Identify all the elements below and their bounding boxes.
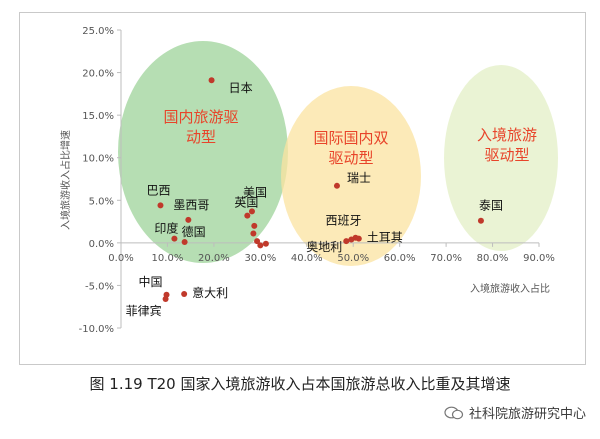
point-label: 美国 xyxy=(243,185,267,199)
x-tick-label: 10.0% xyxy=(152,253,184,264)
group-ellipse-3 xyxy=(444,65,558,251)
figure-caption: 图 1.19 T20 国家入境旅游收入占本国旅游总收入比重及其增速 xyxy=(89,375,511,393)
point-label: 英国 xyxy=(234,196,258,210)
point-label: 印度 xyxy=(154,221,178,236)
data-point xyxy=(208,77,215,84)
data-point xyxy=(477,217,484,224)
y-tick-label: 0.0% xyxy=(89,239,114,250)
data-point xyxy=(355,235,362,242)
point-label: 瑞士 xyxy=(347,171,371,185)
point-label: 泰国 xyxy=(479,199,503,213)
x-tick-label: 90.0% xyxy=(523,253,555,264)
y-tick-label: 20.0% xyxy=(82,69,114,80)
x-tick-label: 20.0% xyxy=(198,253,230,264)
group-label: 入境旅游 xyxy=(477,126,537,144)
y-axis-title: 入境旅游收入占比增速 xyxy=(59,130,72,230)
data-point xyxy=(185,216,192,223)
data-point xyxy=(262,240,269,247)
point-label: 中国 xyxy=(139,274,163,289)
point-label: 土耳其 xyxy=(367,231,403,245)
group-label: 动型 xyxy=(186,128,216,146)
data-point xyxy=(251,222,258,229)
group-label: 驱动型 xyxy=(328,149,373,167)
x-axis-title: 入境旅游收入占比 xyxy=(470,282,550,295)
watermark-text: 社科院旅游研究中心 xyxy=(468,407,586,422)
y-tick-label: 10.0% xyxy=(82,154,114,165)
wechat-icon xyxy=(444,406,464,419)
data-point xyxy=(343,238,350,245)
data-point xyxy=(157,202,164,209)
data-point xyxy=(181,290,188,297)
x-tick-label: 60.0% xyxy=(384,253,416,264)
data-point xyxy=(171,235,178,242)
y-tick-label: 15.0% xyxy=(82,111,114,122)
y-tick-label: -5.0% xyxy=(85,281,114,292)
group-label: 驱动型 xyxy=(484,146,529,164)
group-ellipse-2 xyxy=(281,86,421,266)
data-point xyxy=(181,239,188,246)
point-label: 奥地利 xyxy=(306,240,342,254)
data-point xyxy=(248,208,255,215)
x-tick-label: 80.0% xyxy=(477,253,509,264)
data-point xyxy=(257,242,264,249)
chart-frame: 国内旅游驱动型 国际国内双驱动型 入境旅游驱动型 25.0% 20.0% 15.0% 10… xyxy=(19,12,586,365)
point-label: 日本 xyxy=(229,81,253,95)
data-point xyxy=(348,236,355,243)
point-label: 意大利 xyxy=(192,285,228,300)
y-tick-label: 5.0% xyxy=(89,196,114,207)
y-tick-label: -10.0% xyxy=(79,324,114,335)
y-tick-label: 25.0% xyxy=(82,26,114,37)
data-point xyxy=(250,230,257,237)
x-tick-label: 0.0% xyxy=(108,253,133,264)
point-label: 墨西哥 xyxy=(173,198,209,212)
point-label: 巴西 xyxy=(146,183,170,197)
watermark: 社科院旅游研究中心 xyxy=(444,403,586,422)
point-label: 西班牙 xyxy=(326,214,362,228)
x-tick-label: 50.0% xyxy=(337,253,369,264)
x-tick-label: 40.0% xyxy=(291,253,323,264)
data-point xyxy=(162,296,169,303)
data-point xyxy=(244,212,251,219)
group-label: 国际国内双 xyxy=(313,129,388,147)
x-tick-label: 70.0% xyxy=(430,253,462,264)
group-label: 国内旅游驱 xyxy=(163,108,238,126)
data-point xyxy=(254,238,261,245)
data-point xyxy=(333,182,340,189)
point-label: 菲律宾 xyxy=(126,303,162,318)
point-label: 德国 xyxy=(182,224,206,239)
x-tick-label: 30.0% xyxy=(244,253,276,264)
